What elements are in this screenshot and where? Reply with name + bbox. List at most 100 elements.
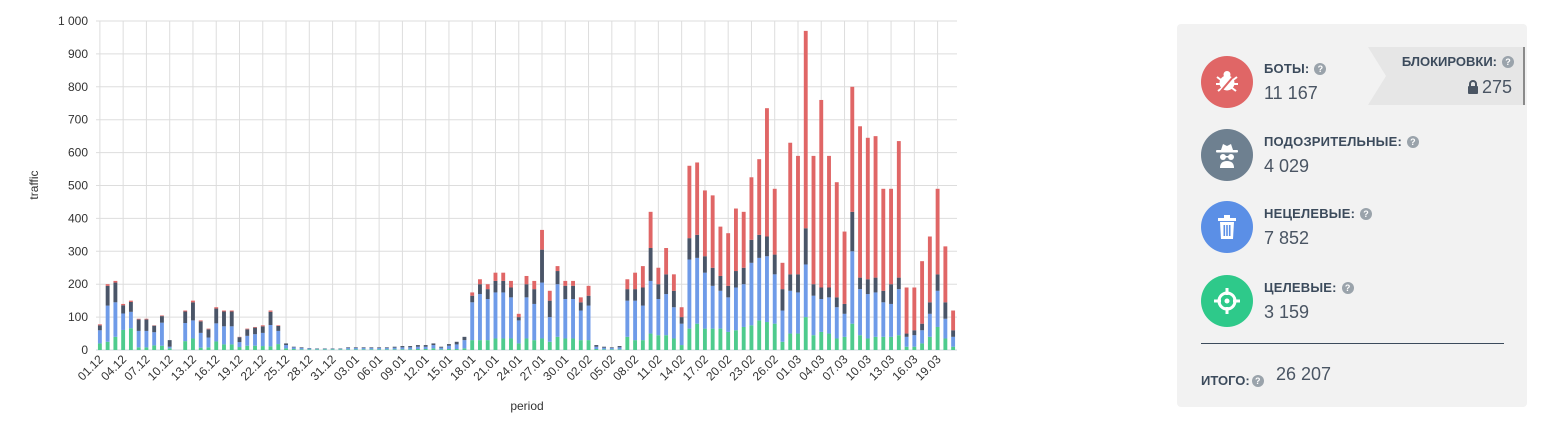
bar-targeted[interactable] (555, 336, 560, 350)
bar-suspicious[interactable] (757, 234, 762, 258)
bar-nontargeted[interactable] (167, 346, 172, 349)
bar-targeted[interactable] (97, 343, 102, 350)
bar-nontargeted[interactable] (384, 348, 389, 350)
bar-suspicious[interactable] (268, 311, 273, 325)
bar-nontargeted[interactable] (555, 284, 560, 337)
bar-nontargeted[interactable] (509, 297, 513, 339)
bar-targeted[interactable] (136, 347, 141, 350)
bar-targeted[interactable] (485, 340, 490, 350)
bar-nontargeted[interactable] (113, 302, 118, 337)
bar-nontargeted[interactable] (578, 310, 583, 341)
bar-suspicious[interactable] (392, 346, 397, 348)
bar-targeted[interactable] (912, 346, 917, 350)
bar-targeted[interactable] (609, 349, 614, 350)
bar-targeted[interactable] (408, 349, 413, 350)
bar-nontargeted[interactable] (128, 311, 133, 329)
bar-targeted[interactable] (749, 325, 754, 350)
bar-nontargeted[interactable] (679, 323, 684, 346)
bar-suspicious[interactable] (493, 280, 498, 293)
bar-targeted[interactable] (198, 347, 203, 350)
bar-nontargeted[interactable] (710, 285, 715, 329)
bar-nontargeted[interactable] (586, 305, 591, 341)
bar-bots[interactable] (253, 326, 257, 328)
bar-targeted[interactable] (679, 345, 684, 350)
bar-bots[interactable] (912, 287, 917, 331)
bar-bots[interactable] (625, 279, 630, 290)
bar-nontargeted[interactable] (353, 348, 358, 350)
bar-bots[interactable] (191, 300, 195, 303)
bar-nontargeted[interactable] (656, 299, 661, 336)
bar-bots[interactable] (586, 285, 591, 296)
bar-suspicious[interactable] (291, 346, 296, 348)
bar-targeted[interactable] (648, 333, 653, 350)
bar-suspicious[interactable] (470, 295, 475, 303)
bar-suspicious[interactable] (571, 285, 575, 300)
bar-targeted[interactable] (896, 335, 901, 350)
bar-targeted[interactable] (183, 341, 188, 350)
bar-targeted[interactable] (446, 349, 451, 350)
bar-nontargeted[interactable] (687, 259, 692, 329)
bar-targeted[interactable] (268, 346, 273, 350)
bar-targeted[interactable] (284, 348, 288, 350)
bar-bots[interactable] (679, 307, 684, 318)
bar-bots[interactable] (470, 292, 475, 296)
bar-suspicious[interactable] (144, 319, 149, 331)
bar-suspicious[interactable] (896, 277, 901, 290)
bar-nontargeted[interactable] (904, 336, 909, 347)
bar-nontargeted[interactable] (819, 299, 824, 332)
bar-suspicious[interactable] (121, 305, 126, 314)
bar-targeted[interactable] (889, 336, 894, 350)
bar-targeted[interactable] (757, 320, 762, 350)
bar-suspicious[interactable] (873, 277, 878, 293)
bar-bots[interactable] (547, 290, 552, 301)
bar-suspicious[interactable] (803, 228, 808, 265)
bar-suspicious[interactable] (741, 267, 746, 285)
bar-targeted[interactable] (253, 345, 257, 350)
bar-targeted[interactable] (260, 346, 265, 350)
bar-bots[interactable] (260, 325, 265, 327)
bar-suspicious[interactable] (695, 234, 700, 258)
bar-targeted[interactable] (586, 340, 591, 350)
bar-targeted[interactable] (330, 349, 335, 350)
bar-targeted[interactable] (741, 326, 746, 350)
bar-nontargeted[interactable] (726, 297, 731, 332)
bar-bots[interactable] (718, 226, 723, 276)
bar-suspicious[interactable] (726, 285, 731, 298)
bar-targeted[interactable] (772, 323, 777, 350)
bar-targeted[interactable] (222, 344, 226, 350)
bar-suspicious[interactable] (772, 254, 777, 275)
bar-targeted[interactable] (656, 335, 661, 350)
bar-nontargeted[interactable] (772, 274, 777, 324)
bar-targeted[interactable] (113, 336, 118, 350)
bar-targeted[interactable] (540, 338, 544, 350)
bar-targeted[interactable] (927, 336, 932, 350)
bar-bots[interactable] (927, 236, 932, 303)
bar-nontargeted[interactable] (873, 292, 878, 337)
bar-nontargeted[interactable] (462, 340, 467, 349)
bar-nontargeted[interactable] (733, 287, 738, 331)
bar-targeted[interactable] (315, 349, 320, 350)
bar-nontargeted[interactable] (912, 335, 917, 347)
bar-targeted[interactable] (493, 338, 498, 350)
bar-nontargeted[interactable] (415, 346, 420, 350)
bar-bots[interactable] (493, 272, 498, 281)
bar-suspicious[interactable] (780, 289, 785, 311)
bar-nontargeted[interactable] (718, 290, 723, 329)
question-icon[interactable]: ? (1251, 375, 1264, 387)
bar-nontargeted[interactable] (144, 330, 149, 348)
bar-targeted[interactable] (415, 349, 420, 350)
bar-bots[interactable] (858, 126, 862, 278)
bar-nontargeted[interactable] (524, 297, 529, 339)
bar-suspicious[interactable] (516, 317, 521, 321)
bar-bots[interactable] (796, 155, 800, 275)
bar-nontargeted[interactable] (834, 307, 839, 339)
bar-suspicious[interactable] (276, 325, 281, 331)
bar-suspicious[interactable] (633, 289, 638, 301)
bar-nontargeted[interactable] (881, 302, 886, 337)
bar-bots[interactable] (540, 229, 544, 250)
bar-suspicious[interactable] (951, 330, 956, 337)
bar-nontargeted[interactable] (369, 348, 374, 350)
bar-targeted[interactable] (361, 349, 366, 350)
bar-nontargeted[interactable] (253, 334, 257, 346)
bar-targeted[interactable] (827, 333, 831, 350)
